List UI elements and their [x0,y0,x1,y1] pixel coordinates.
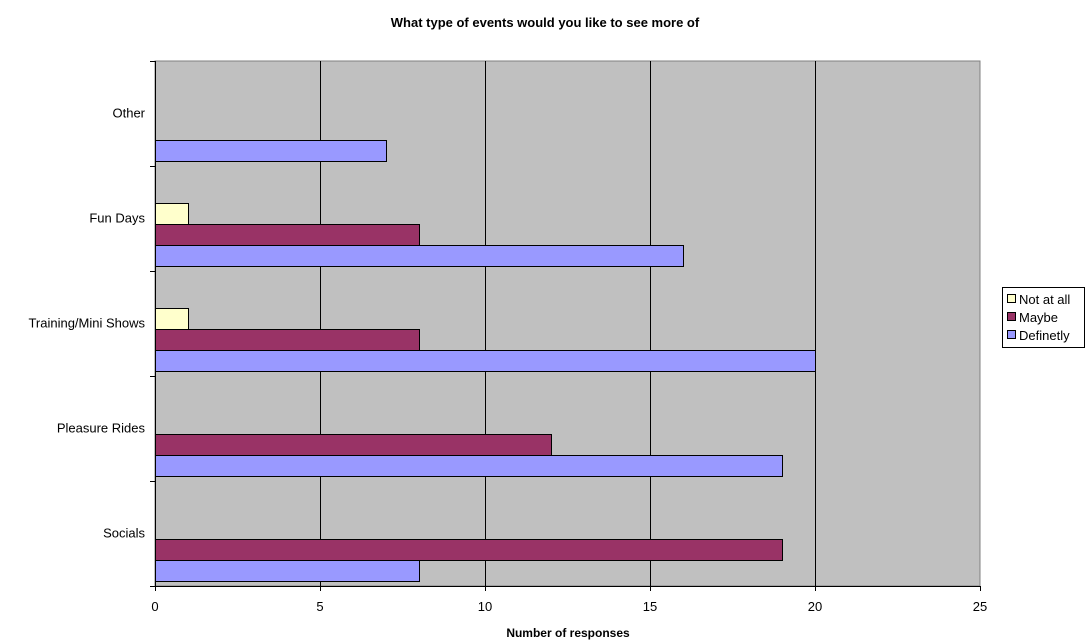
bar-maybe-pleasure-rides [155,434,552,456]
x-tick-label: 20 [808,599,822,614]
y-tick-label: Training/Mini Shows [28,316,145,331]
legend-label: Maybe [1019,310,1058,325]
bar-definetly-other [155,140,387,162]
bar-maybe-fun-days [155,224,420,246]
chart-title: What type of events would you like to se… [391,15,700,30]
legend-swatch [1007,312,1016,321]
bar-definetly-pleasure-rides [155,455,783,477]
x-tick-label: 10 [478,599,492,614]
legend-box [1002,287,1085,348]
x-tick-labels: 0 5 10 15 20 25 [151,599,987,614]
bar-not-at-all-training-mini-shows [155,308,189,330]
y-tick-label: Socials [103,526,145,541]
x-tick-label: 25 [973,599,987,614]
legend-label: Definetly [1019,328,1070,343]
bar-not-at-all-fun-days [155,203,189,225]
bar-maybe-training-mini-shows [155,329,420,351]
legend: Not at all Maybe Definetly [1002,287,1085,348]
plot-area [154,60,981,587]
bar-maybe-socials [155,539,783,561]
x-tick-label: 15 [643,599,657,614]
legend-swatch [1007,294,1016,303]
bar-definetly-training-mini-shows [155,350,816,372]
y-tick-labels: Socials Pleasure Rides Training/Mini Shows… [28,106,145,541]
bars [155,140,816,582]
y-tick-label: Other [112,106,145,121]
y-tick-label: Pleasure Rides [57,421,146,436]
x-tick-label: 5 [316,599,323,614]
legend-label: Not at all [1019,292,1070,307]
bar-definetly-fun-days [155,245,684,267]
axes [150,61,981,591]
bar-definetly-socials [155,560,420,582]
legend-swatch [1007,330,1016,339]
gridlines [320,61,816,586]
x-axis-label: Number of responses [506,626,630,640]
x-tick-label: 0 [151,599,158,614]
y-tick-label: Fun Days [89,211,145,226]
